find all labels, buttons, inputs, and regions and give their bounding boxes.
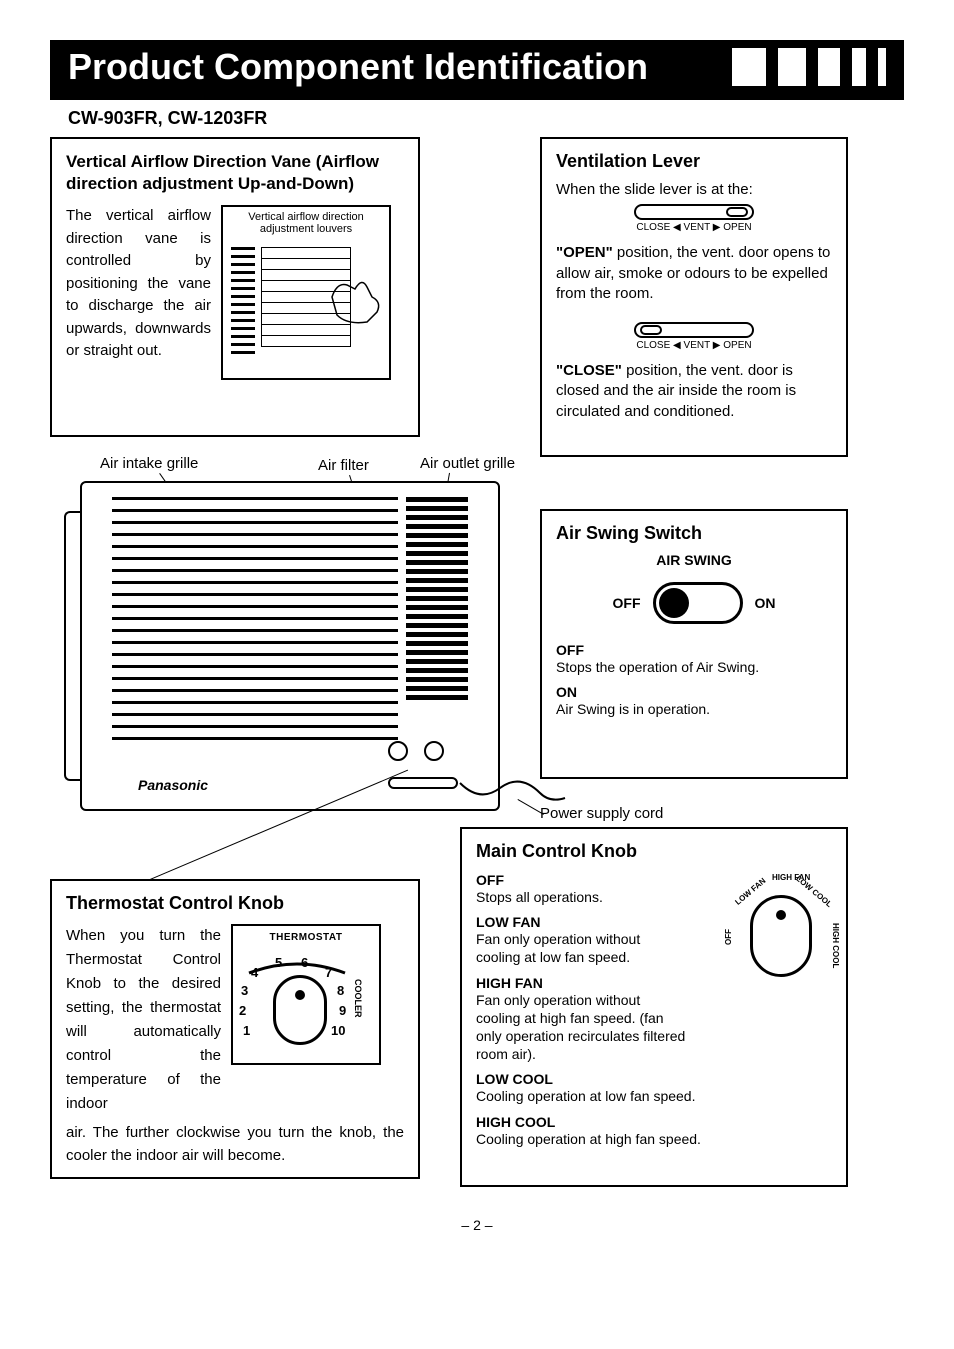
main-heading: Main Control Knob (476, 841, 832, 862)
therm-heading: Thermostat Control Knob (66, 893, 404, 914)
label-air-intake: Air intake grille (100, 455, 198, 472)
vent-open-text: "OPEN" position, the vent. door opens to… (556, 243, 832, 304)
vent-slider-open (634, 204, 754, 220)
mode-highfan-h: HIGH FAN (476, 975, 686, 991)
section-main-control: Main Control Knob OFFStops all operation… (460, 827, 848, 1187)
vane-caption: Vertical airflow direction adjustment lo… (227, 211, 385, 235)
knob-2-icon (424, 741, 444, 761)
mode-off-d: Stops all operations. (476, 888, 686, 906)
switch-icon (388, 777, 458, 789)
swing-on-label: ON (755, 595, 776, 611)
page-title: Product Component Identification (68, 46, 648, 88)
mode-lowcool-d: Cooling operation at low fan speed. (476, 1087, 832, 1105)
mode-off-h: OFF (476, 872, 686, 888)
vane-diagram: Vertical airflow direction adjustment lo… (221, 205, 391, 380)
hand-icon (327, 267, 387, 327)
section-thermostat: Thermostat Control Knob When you turn th… (50, 879, 420, 1179)
vent-caption-2: CLOSE ◀ VENT ▶ OPEN (556, 340, 832, 351)
therm-text-2: air. The further clockwise you turn the … (66, 1122, 404, 1167)
vent-heading: Ventilation Lever (556, 151, 832, 172)
model-numbers: CW-903FR, CW-1203FR (68, 108, 904, 129)
vent-intro: When the slide lever is at the: (556, 180, 832, 200)
cooler-label: COOLER (353, 979, 363, 1018)
page-number: – 2 – (50, 1217, 904, 1233)
section-air-swing: Air Swing Switch AIR SWING OFF ON OFF St… (540, 509, 848, 779)
therm-text-1: When you turn the Thermostat Control Kno… (66, 924, 221, 1116)
swing-on-h: ON (556, 684, 832, 700)
therm-dial-label: THERMOSTAT (237, 932, 375, 943)
mode-lowfan-d: Fan only operation without cooling at lo… (476, 930, 686, 966)
section-airflow-vane: Vertical Airflow Direction Vane (Airflow… (50, 137, 420, 437)
vent-close-text: "CLOSE" position, the vent. door is clos… (556, 361, 832, 422)
vent-slider-close (634, 322, 754, 338)
vane-heading: Vertical Airflow Direction Vane (Airflow… (66, 151, 404, 195)
mode-highcool-d: Cooling operation at high fan speed. (476, 1130, 832, 1148)
title-bar: Product Component Identification (50, 40, 904, 100)
mode-highfan-d: Fan only operation without cooling at hi… (476, 991, 686, 1064)
vent-caption-1: CLOSE ◀ VENT ▶ OPEN (556, 222, 832, 233)
ac-unit-diagram: Panasonic (80, 481, 500, 811)
main-dial-diagram: HIGH FAN LOW FAN LOW COOL OFF HIGH COOL (726, 873, 836, 977)
mode-highcool-h: HIGH COOL (476, 1114, 832, 1130)
swing-heading: Air Swing Switch (556, 523, 832, 544)
vane-text: The vertical airflow direction vane is c… (66, 205, 211, 380)
section-ventilation-lever: Ventilation Lever When the slide lever i… (540, 137, 848, 457)
mode-lowcool-h: LOW COOL (476, 1071, 832, 1087)
power-cord-icon (450, 773, 570, 813)
swing-off-text: Stops the operation of Air Swing. (556, 658, 832, 676)
ac-side-panel (64, 511, 80, 781)
knob-1-icon (388, 741, 408, 761)
outlet-grille-icon (406, 497, 468, 707)
swing-on-text: Air Swing is in operation. (556, 700, 832, 718)
swing-off-label: OFF (613, 595, 641, 611)
air-swing-toggle-icon (653, 582, 743, 624)
swing-label-title: AIR SWING (556, 552, 832, 568)
brand-logo: Panasonic (138, 777, 208, 793)
mode-lowfan-h: LOW FAN (476, 914, 686, 930)
intake-grille-icon (112, 497, 398, 769)
label-air-filter: Air filter (318, 457, 369, 474)
label-air-outlet: Air outlet grille (420, 455, 515, 472)
title-decoration (732, 48, 886, 86)
thermostat-dial-diagram: THERMOSTAT 1 2 3 4 5 6 7 8 9 10 COOLER (231, 924, 381, 1065)
swing-off-h: OFF (556, 642, 832, 658)
